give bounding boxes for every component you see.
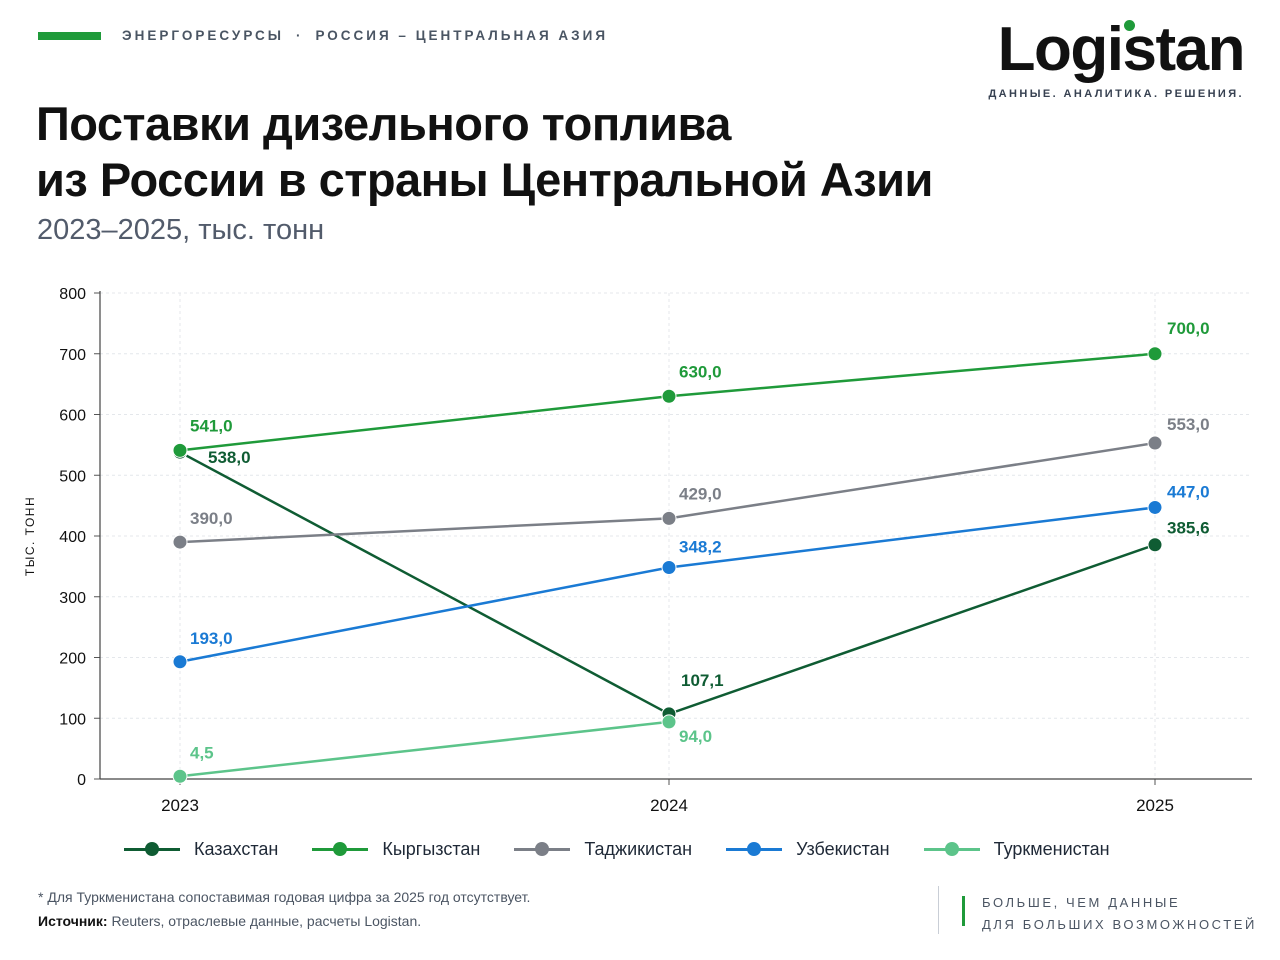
legend-swatch xyxy=(514,839,571,859)
legend-item: Казахстан xyxy=(124,839,278,860)
legend-dot xyxy=(944,842,959,856)
logo-wordmark: Logistan xyxy=(997,15,1246,84)
data-point xyxy=(172,442,188,458)
y-tick-label: 100 xyxy=(59,711,86,728)
kicker-topic: ЭНЕРГОРЕСУРСЫ xyxy=(122,28,284,43)
kicker: ЭНЕРГОРЕСУРСЫ · РОССИЯ – ЦЕНТРАЛЬНАЯ АЗИЯ xyxy=(122,28,608,43)
legend-dot xyxy=(747,842,762,856)
footnote: * Для Туркменистана сопоставимая годовая… xyxy=(38,889,531,905)
legend-swatch xyxy=(726,839,783,859)
legend-label: Казахстан xyxy=(194,838,279,859)
data-label: 541,0 xyxy=(190,416,233,435)
y-tick-label: 800 xyxy=(59,286,86,303)
data-point xyxy=(1147,499,1163,515)
title-line-1: Поставки дизельного топлива xyxy=(36,97,731,150)
data-label: 4,5 xyxy=(190,743,214,762)
y-axis-label: ТЫС. ТОНН xyxy=(23,496,37,576)
legend-item: Туркменистан xyxy=(923,838,1110,860)
data-label: 553,0 xyxy=(1167,415,1210,434)
kicker-region: РОССИЯ – ЦЕНТРАЛЬНАЯ АЗИЯ xyxy=(315,28,609,43)
data-point xyxy=(661,714,677,730)
y-tick-label: 200 xyxy=(59,651,86,668)
data-point xyxy=(1147,435,1163,451)
slogan-accent xyxy=(962,896,965,926)
logo-tagline: ДАННЫЕ. АНАЛИТИКА. РЕШЕНИЯ. xyxy=(988,88,1244,100)
footer-divider xyxy=(938,886,939,934)
data-label: 447,0 xyxy=(1167,482,1210,501)
data-point xyxy=(172,654,188,670)
legend-item: Узбекистан xyxy=(726,839,890,860)
data-label: 538,0 xyxy=(208,448,251,467)
kicker-separator: · xyxy=(295,28,304,43)
data-label: 107,1 xyxy=(681,671,724,690)
legend-label: Кыргызстан xyxy=(382,838,481,859)
legend-dot xyxy=(145,842,159,856)
y-tick-label: 300 xyxy=(59,590,86,607)
legend-label: Туркменистан xyxy=(993,838,1110,859)
line-chart: 0 100 200 300 400 500 600 700 800 2023 2024 2025 ТЫС… xyxy=(23,286,1252,815)
source-text: Reuters, отраслевые данные, расчеты Logi… xyxy=(107,913,422,929)
series-line xyxy=(179,441,1156,544)
slogan: БОЛЬШЕ, ЧЕМ ДАННЫЕ ДЛЯ БОЛЬШИХ ВОЗМОЖНОС… xyxy=(982,892,1257,936)
legend-swatch xyxy=(124,839,180,859)
data-label: 385,6 xyxy=(1167,519,1210,538)
legend-swatch xyxy=(312,839,369,859)
y-tick-label: 700 xyxy=(59,347,86,364)
slogan-line-1: БОЛЬШЕ, ЧЕМ ДАННЫЕ xyxy=(982,895,1181,910)
series-line xyxy=(179,451,1156,716)
legend-label: Узбекистан xyxy=(796,838,890,859)
data-label: 94,0 xyxy=(679,727,712,746)
legend-swatch xyxy=(923,839,980,859)
data-point xyxy=(172,768,188,784)
logo-dot xyxy=(1123,20,1135,31)
series-line xyxy=(179,720,670,778)
accent-bar xyxy=(38,32,101,40)
data-point xyxy=(172,534,188,550)
y-tick-label: 500 xyxy=(59,468,86,485)
legend-label: Таджикистан xyxy=(584,838,693,859)
legend-item: Кыргызстан xyxy=(312,839,480,860)
page-subtitle: 2023–2025, тыс. тонн xyxy=(37,214,325,246)
x-tick-label: 2024 xyxy=(650,796,688,815)
data-label: 348,2 xyxy=(679,537,722,556)
chart-legend: Казахстан Кыргызстан Таджикистан Узбекистан… xyxy=(124,836,1144,862)
source-note: Источник: Reuters, отраслевые данные, ра… xyxy=(38,913,421,929)
data-point xyxy=(1147,346,1163,362)
y-tick-label: 0 xyxy=(77,772,86,789)
x-tick-label: 2023 xyxy=(161,796,199,815)
logo: Logistan ДАННЫЕ. АНАЛИТИКА. РЕШЕНИЯ. xyxy=(984,14,1246,100)
slogan-line-2: ДЛЯ БОЛЬШИХ ВОЗМОЖНОСТЕЙ xyxy=(982,917,1257,932)
data-point xyxy=(661,510,677,526)
legend-item: Таджикистан xyxy=(514,839,692,860)
x-tick-label: 2025 xyxy=(1136,796,1174,815)
y-tick-label: 400 xyxy=(59,529,86,546)
title-line-2: из России в страны Центральной Азии xyxy=(36,153,933,206)
data-point xyxy=(1147,537,1163,553)
legend-dot xyxy=(333,842,348,856)
data-point xyxy=(661,559,677,575)
data-label: 193,0 xyxy=(190,629,233,648)
y-tick-label: 600 xyxy=(59,408,86,425)
data-point xyxy=(661,388,677,404)
data-label: 429,0 xyxy=(679,484,722,503)
legend-dot xyxy=(535,842,550,856)
data-label: 390,0 xyxy=(190,509,233,528)
source-label: Источник: xyxy=(38,913,108,929)
page-title: Поставки дизельного топлива из России в … xyxy=(36,96,1036,208)
data-label: 700,0 xyxy=(1167,319,1210,338)
data-label: 630,0 xyxy=(679,362,722,381)
